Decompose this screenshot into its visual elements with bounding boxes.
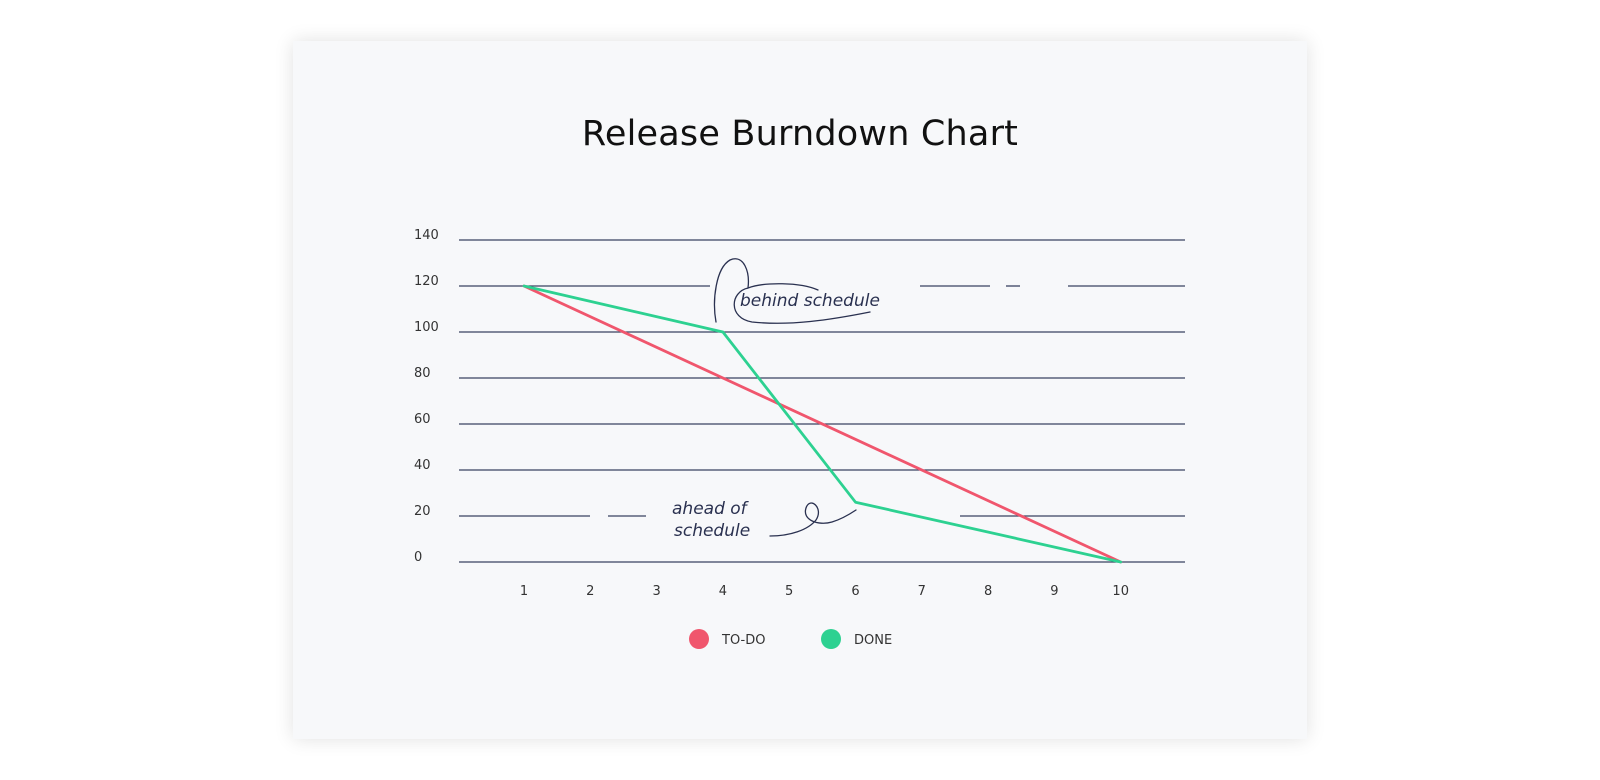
- ahead-of-schedule-line-1: ahead of: [672, 499, 750, 519]
- x-axis-ticks: 1 2 3 4 5 6 7 8 9 10: [520, 584, 1129, 599]
- grid-lines: [459, 239, 1185, 563]
- legend: TO-DO DONE: [689, 629, 892, 649]
- y-tick-label-120: 120: [414, 274, 439, 289]
- annotation-behind-schedule: behind schedule: [713, 258, 880, 324]
- legend-label-done: DONE: [854, 633, 892, 648]
- behind-schedule-scribble: [713, 258, 871, 324]
- chart-title: Release Burndown Chart: [581, 114, 1019, 154]
- y-tick-label-100: 100: [414, 320, 439, 335]
- series-line-done: [522, 284, 1123, 564]
- x-tick-label-3: 3: [652, 584, 660, 599]
- x-tick-label-7: 7: [918, 584, 926, 599]
- series-line-to-do: [522, 284, 1123, 564]
- behind-schedule-text: behind schedule: [740, 291, 880, 311]
- y-tick-label-140: 140: [414, 228, 439, 243]
- ahead-of-schedule-scribble: [769, 502, 857, 537]
- y-tick-label-40: 40: [414, 458, 431, 473]
- legend-dot-todo: [689, 629, 709, 649]
- series-lines: [522, 284, 1123, 564]
- y-tick-label-0: 0: [414, 550, 422, 565]
- x-tick-label-2: 2: [586, 584, 594, 599]
- y-tick-label-80: 80: [414, 366, 431, 381]
- x-tick-label-8: 8: [984, 584, 992, 599]
- x-tick-label-6: 6: [851, 584, 859, 599]
- y-axis-ticks: 0 20 40 60 80 100 120 140: [414, 228, 439, 565]
- chart-card: [293, 41, 1307, 739]
- x-tick-label-5: 5: [785, 584, 793, 599]
- annotation-ahead-of-schedule: ahead of schedule: [672, 499, 857, 541]
- ahead-of-schedule-line-2: schedule: [674, 521, 750, 541]
- x-tick-label-10: 10: [1112, 584, 1129, 599]
- y-tick-label-60: 60: [414, 412, 431, 427]
- x-tick-label-1: 1: [520, 584, 528, 599]
- legend-label-todo: TO-DO: [721, 633, 765, 648]
- x-tick-label-4: 4: [719, 584, 727, 599]
- y-tick-label-20: 20: [414, 504, 431, 519]
- legend-dot-done: [821, 629, 841, 649]
- x-tick-label-9: 9: [1050, 584, 1058, 599]
